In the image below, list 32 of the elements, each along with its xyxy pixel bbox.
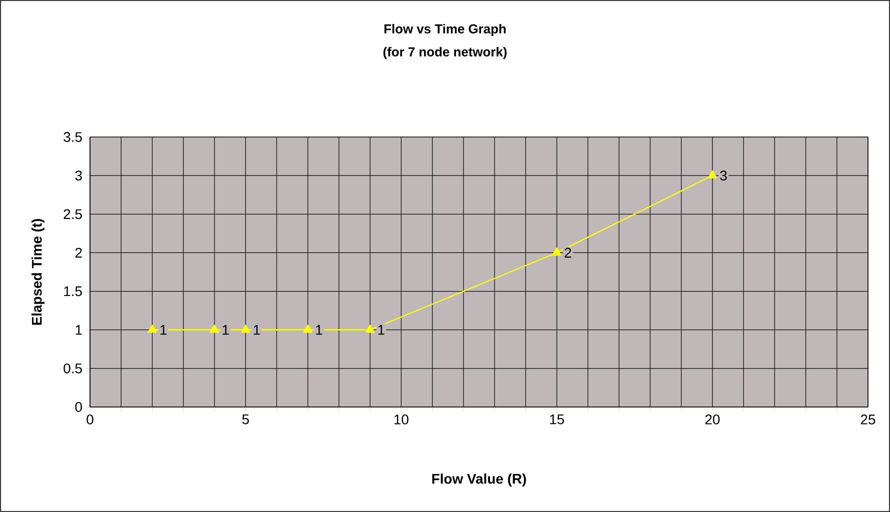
data-label: 1 — [160, 325, 167, 335]
point — [210, 324, 219, 333]
y-tick-label: 0.5 — [64, 363, 82, 374]
y-tick-label: 2 — [75, 248, 82, 258]
data-label: 2 — [564, 248, 572, 258]
data-label: 3 — [720, 170, 727, 181]
point — [366, 324, 375, 333]
data-label: 1 — [316, 325, 322, 335]
data-label: 1 — [378, 325, 384, 335]
point — [708, 170, 717, 178]
point — [148, 324, 157, 333]
y-tick-label: 0 — [75, 402, 82, 412]
y-tick-label: 2.5 — [64, 209, 82, 220]
point — [241, 324, 250, 333]
chart-subtitle: (for 7 node network) — [383, 46, 507, 60]
x-tick-label: 5 — [242, 414, 249, 424]
y-tick-label: 3 — [75, 170, 82, 181]
data-label: 1 — [254, 325, 260, 335]
x-tick-label: 15 — [550, 414, 564, 424]
point — [303, 324, 312, 333]
x-tick-label: 0 — [86, 414, 94, 424]
x-axis-title: Flow Value (R) — [432, 473, 526, 486]
y-tick-label: 1 — [76, 325, 82, 335]
chart-title: Flow vs Time Graph — [384, 24, 506, 36]
y-axis-title: Elapsed Time (t) — [32, 218, 44, 325]
point — [552, 248, 562, 256]
data-label: 1 — [222, 325, 229, 335]
y-tick-label: 1.5 — [64, 286, 82, 296]
x-tick-label: 20 — [705, 414, 720, 424]
x-tick-label: 25 — [860, 414, 876, 424]
x-tick-label: 10 — [394, 414, 408, 424]
y-tick-label: 3.5 — [64, 132, 82, 142]
